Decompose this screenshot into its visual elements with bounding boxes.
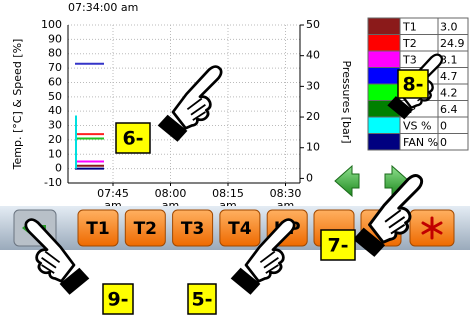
legend-value: 0	[440, 136, 447, 149]
legend-value: 6.4	[440, 103, 458, 116]
toolbar-button[interactable]: T4	[220, 210, 260, 246]
y-tick-label: 30	[48, 119, 62, 132]
y-tick-label: 60	[48, 75, 62, 88]
toolbar-button[interactable]: T1	[78, 210, 118, 246]
button-label: T3	[181, 219, 204, 239]
button-label: T2	[134, 219, 157, 239]
legend-name: T3	[402, 53, 417, 66]
clock: 07:34:00 am	[68, 1, 138, 14]
callout-label: 6-	[122, 128, 143, 150]
legend-swatch	[368, 51, 400, 68]
y-axis-label: Temp. [°C] & Speed [%]	[11, 39, 24, 171]
y-tick-label: 90	[48, 32, 62, 45]
y-tick-label: 0	[55, 162, 62, 175]
legend-swatch	[368, 68, 400, 85]
y2-tick-label: 0	[306, 171, 313, 184]
y-tick-label: 10	[48, 147, 62, 160]
legend-value: 0	[440, 119, 447, 132]
y-tick-label: 40	[48, 104, 62, 117]
y-tick-label: 80	[48, 47, 62, 60]
y2-tick-label: 10	[306, 141, 320, 154]
legend-name: VS %	[403, 119, 431, 132]
y-tick-label: 20	[48, 133, 62, 146]
button-label: T4	[228, 219, 252, 239]
toolbar-button[interactable]: T3	[173, 210, 213, 246]
y-tick-label: 100	[41, 18, 62, 31]
y2-axis-label: Pressures [bar]	[340, 60, 353, 143]
legend-name: T2	[402, 37, 417, 50]
callout-label: 9-	[107, 289, 128, 311]
fan-button[interactable]	[410, 210, 454, 246]
legend-swatch	[368, 35, 400, 52]
button-label: T1	[86, 219, 109, 239]
legend-value: 4.7	[440, 70, 458, 83]
legend-value: 24.9	[440, 37, 465, 50]
y2-tick-label: 40	[306, 49, 320, 62]
legend-name: T1	[402, 20, 417, 33]
y2-tick-label: 20	[306, 110, 320, 123]
legend-swatch	[368, 134, 400, 151]
legend-swatch	[368, 18, 400, 35]
y-tick-label: 50	[48, 90, 62, 103]
toolbar-button[interactable]: T2	[125, 210, 165, 246]
prev-arrow[interactable]	[335, 166, 359, 196]
legend-name: FAN %	[403, 136, 438, 149]
y-tick-label: 70	[48, 61, 62, 74]
y2-tick-label: 50	[306, 18, 320, 31]
y2-tick-label: 30	[306, 79, 320, 92]
legend-swatch	[368, 117, 400, 134]
y-tick-label: -10	[44, 176, 62, 189]
legend-value: 3.0	[440, 20, 458, 33]
callout-label: 5-	[191, 289, 212, 311]
callout-label: 7-	[327, 235, 348, 257]
screen: 07:34:00 am -100102030405060708090100010…	[0, 0, 470, 317]
callout-label: 8-	[402, 74, 423, 96]
legend-value: 4.2	[440, 86, 458, 99]
